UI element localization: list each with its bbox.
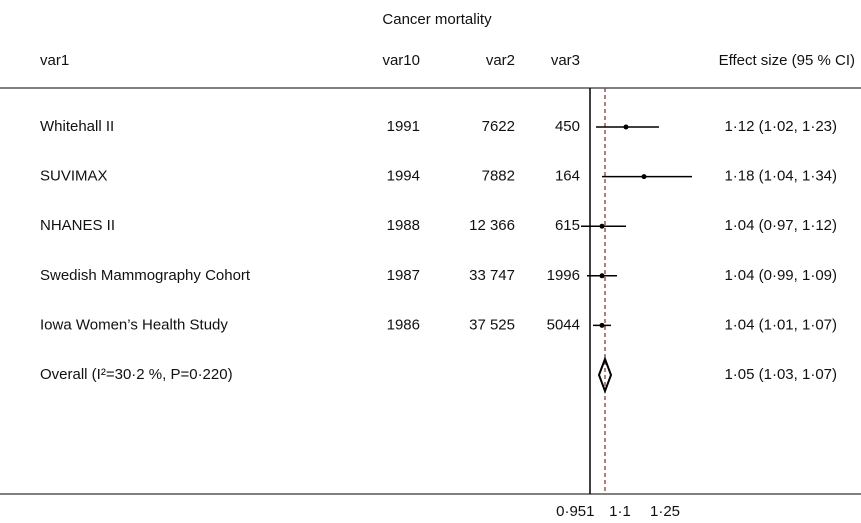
point-estimate [623,124,629,130]
cell-var3: 1996 [547,267,580,284]
cell-var2: 33 747 [469,267,515,284]
study-label: NHANES II [40,217,115,234]
point-estimate [641,174,647,180]
cell-var2: 12 366 [469,217,515,234]
cell-var2: 7622 [482,118,515,135]
cell-var2: 7882 [482,168,515,185]
overall-diamond [597,356,613,394]
effect-label: 1·05 (1·03, 1·07) [724,366,837,383]
effect-label: 1·12 (1·02, 1·23) [724,118,837,135]
point-estimate [599,322,605,328]
cell-var3: 164 [555,168,580,185]
cell-var3: 450 [555,118,580,135]
cell-var10: 1986 [387,316,420,333]
effect-label: 1·18 (1·04, 1·34) [724,168,837,185]
column-header: var3 [551,52,580,69]
cell-var3: 615 [555,217,580,234]
effect-label: 1·04 (0·97, 1·12) [724,217,837,234]
x-tick-label: 1·1 [609,503,631,520]
cell-var10: 1991 [387,118,420,135]
point-estimate [599,223,605,229]
chart-title: Cancer mortality [382,11,492,28]
effect-label: 1·04 (1·01, 1·07) [724,316,837,333]
cell-var2: 37 525 [469,316,515,333]
column-header: var2 [486,52,515,69]
column-header: var10 [382,52,420,69]
cell-var3: 5044 [547,316,580,333]
column-header: Effect size (95 % CI) [719,52,855,69]
cell-var10: 1994 [387,168,420,185]
x-tick-label: 1·25 [650,503,680,520]
study-label: Swedish Mammography Cohort [40,267,251,284]
column-header: var1 [40,52,69,69]
study-label: SUVIMAX [40,168,108,185]
cell-var10: 1988 [387,217,420,234]
study-label: Overall (I²=30·2 %, P=0·220) [40,366,233,383]
point-estimate [599,273,605,279]
study-label: Iowa Women’s Health Study [40,316,228,333]
effect-label: 1·04 (0·99, 1·09) [724,267,837,284]
cell-var10: 1987 [387,267,420,284]
study-label: Whitehall II [40,118,114,135]
x-tick-label: 0·951 [556,503,594,520]
